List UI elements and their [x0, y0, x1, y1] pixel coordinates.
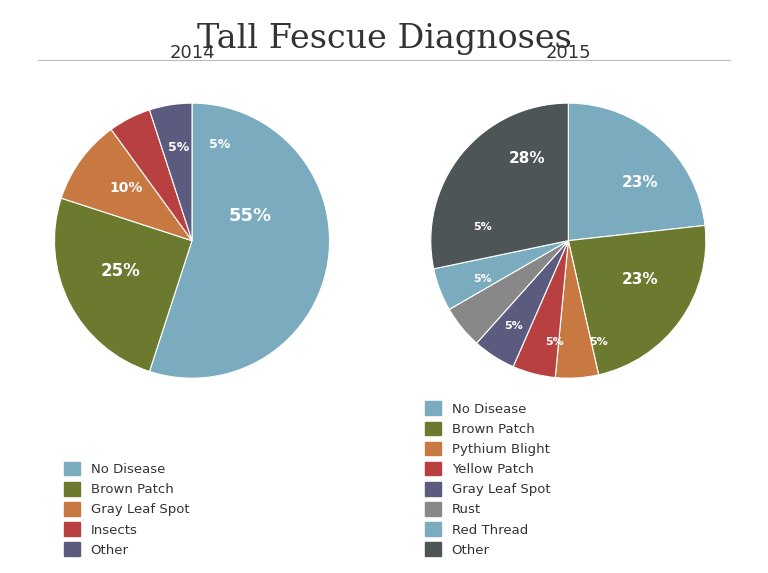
Text: Tall Fescue Diagnoses: Tall Fescue Diagnoses [197, 23, 571, 55]
Text: 10%: 10% [109, 182, 143, 195]
Wedge shape [434, 241, 568, 309]
Text: 28%: 28% [508, 151, 545, 166]
Title: 2015: 2015 [545, 44, 591, 62]
Text: 55%: 55% [228, 207, 271, 225]
Wedge shape [55, 198, 192, 371]
Wedge shape [150, 103, 329, 378]
Wedge shape [568, 103, 705, 241]
Wedge shape [449, 241, 568, 343]
Text: 23%: 23% [621, 175, 658, 190]
Text: 5%: 5% [474, 274, 492, 284]
Wedge shape [477, 241, 568, 367]
Wedge shape [568, 225, 706, 375]
Text: 25%: 25% [101, 262, 141, 280]
Wedge shape [431, 103, 568, 269]
Text: 5%: 5% [545, 337, 564, 347]
Text: 5%: 5% [504, 321, 523, 331]
Legend: No Disease, Brown Patch, Gray Leaf Spot, Insects, Other: No Disease, Brown Patch, Gray Leaf Spot,… [61, 458, 194, 560]
Wedge shape [513, 241, 568, 378]
Wedge shape [555, 241, 598, 378]
Title: 2014: 2014 [169, 44, 215, 62]
Text: 23%: 23% [621, 272, 658, 286]
Wedge shape [150, 103, 192, 241]
Wedge shape [111, 110, 192, 241]
Text: 5%: 5% [167, 140, 189, 154]
Text: 5%: 5% [589, 337, 608, 347]
Legend: No Disease, Brown Patch, Pythium Blight, Yellow Patch, Gray Leaf Spot, Rust, Red: No Disease, Brown Patch, Pythium Blight,… [422, 398, 554, 560]
Wedge shape [61, 129, 192, 241]
Text: 5%: 5% [474, 222, 492, 232]
Text: 5%: 5% [209, 138, 230, 151]
